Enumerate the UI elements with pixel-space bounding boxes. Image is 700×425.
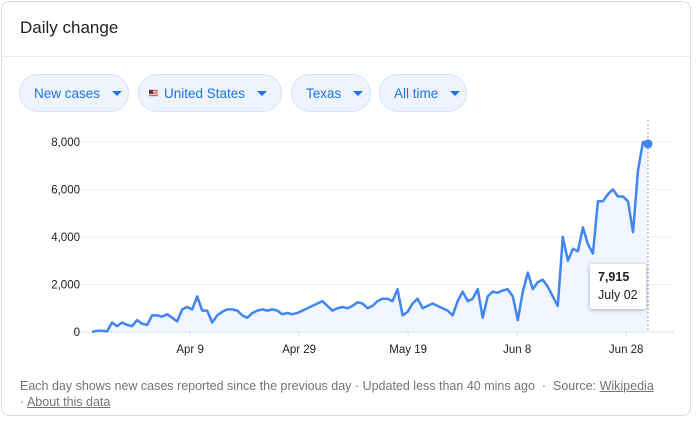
footer-separator: ·: [20, 395, 25, 409]
x-tick-label: Jun 8: [503, 344, 531, 356]
footer-source-label: Source:: [553, 379, 597, 393]
tooltip-value: 7,915: [598, 270, 630, 284]
tooltip-date: July 02: [598, 288, 638, 302]
region-dropdown[interactable]: Texas: [291, 74, 371, 112]
card-title: Daily change: [20, 18, 119, 37]
chevron-down-icon: [257, 90, 267, 96]
header-divider: [2, 56, 690, 57]
footer-separator: ·: [354, 379, 360, 393]
chart-tooltip: 7,915 July 02: [590, 264, 646, 309]
source-link[interactable]: Wikipedia: [599, 379, 654, 393]
footer-description: Each day shows new cases reported since …: [20, 379, 352, 393]
country-dropdown-label: United States: [163, 85, 245, 101]
y-tick-label: 0: [74, 327, 80, 339]
series-area: [92, 141, 648, 332]
us-flag-icon: [149, 89, 158, 97]
country-dropdown[interactable]: United States: [138, 74, 282, 112]
x-tick-label: Apr 29: [282, 344, 316, 356]
range-dropdown[interactable]: All time: [379, 74, 467, 112]
y-tick-label: 2,000: [51, 279, 80, 291]
metric-dropdown[interactable]: New cases: [19, 74, 129, 112]
chevron-down-icon: [112, 90, 123, 96]
chevron-down-icon: [353, 90, 364, 96]
y-tick-label: 4,000: [51, 232, 80, 244]
y-tick-label: 6,000: [51, 184, 80, 196]
metric-dropdown-label: New cases: [34, 85, 101, 101]
highlight-point: [643, 139, 653, 149]
daily-change-chart[interactable]: 0 2,000 4,000 6,000 8,000 Apr 9 Apr 29 May 19 Ju…: [2, 120, 691, 365]
x-tick-label: Jun 28: [609, 344, 644, 356]
about-data-link[interactable]: About this data: [26, 395, 111, 409]
y-tick-label: 8,000: [51, 137, 80, 149]
series-line: [91, 140, 649, 334]
x-tick-label: May 19: [389, 344, 427, 356]
footer-separator: ·: [541, 379, 547, 393]
chart-area[interactable]: 0 2,000 4,000 6,000 8,000 Apr 9 Apr 29 May 19 Ju…: [2, 120, 691, 365]
region-dropdown-label: Texas: [306, 85, 342, 101]
footer-updated: Updated less than 40 mins ago: [362, 379, 535, 393]
footer: Each day shows new cases reported since …: [20, 378, 654, 410]
range-dropdown-label: All time: [394, 85, 439, 101]
daily-change-card: Daily change New cases United States Tex…: [1, 1, 691, 416]
x-tick-label: Apr 9: [176, 344, 204, 356]
chevron-down-icon: [450, 90, 461, 96]
